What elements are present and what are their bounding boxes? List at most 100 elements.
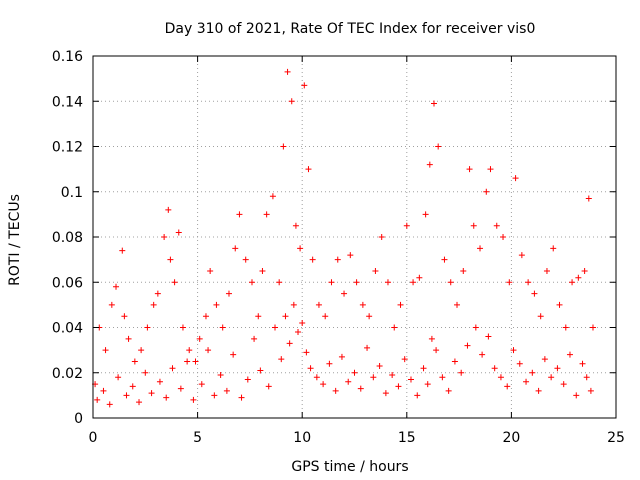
data-point bbox=[290, 301, 297, 308]
data-point bbox=[171, 279, 178, 286]
data-point bbox=[510, 347, 517, 354]
data-point bbox=[265, 383, 272, 390]
data-point bbox=[550, 245, 557, 252]
data-point bbox=[129, 383, 136, 390]
data-point bbox=[213, 301, 220, 308]
data-point bbox=[309, 256, 316, 263]
x-tick-label: 10 bbox=[293, 430, 311, 446]
data-point bbox=[338, 353, 345, 360]
data-point bbox=[451, 358, 458, 365]
data-point bbox=[458, 369, 465, 376]
data-point bbox=[483, 188, 490, 195]
data-point bbox=[123, 392, 130, 399]
data-point bbox=[177, 385, 184, 392]
data-point bbox=[403, 222, 410, 229]
data-point bbox=[257, 367, 264, 374]
data-point bbox=[345, 378, 352, 385]
data-point bbox=[167, 256, 174, 263]
data-point bbox=[581, 267, 588, 274]
data-point bbox=[537, 313, 544, 320]
data-point bbox=[286, 340, 293, 347]
data-point bbox=[491, 365, 498, 372]
y-tick-label: 0.16 bbox=[52, 49, 83, 65]
data-point bbox=[125, 335, 132, 342]
data-point bbox=[410, 279, 417, 286]
data-point bbox=[138, 347, 145, 354]
data-point bbox=[169, 365, 176, 372]
data-point bbox=[232, 245, 239, 252]
data-point bbox=[299, 319, 306, 326]
data-point bbox=[142, 369, 149, 376]
data-point bbox=[525, 279, 532, 286]
y-tick-label: 0.06 bbox=[52, 275, 83, 291]
data-point bbox=[198, 381, 205, 388]
data-point bbox=[583, 374, 590, 381]
data-point bbox=[589, 324, 596, 331]
data-point bbox=[466, 166, 473, 173]
data-point bbox=[435, 143, 442, 150]
data-point bbox=[439, 374, 446, 381]
data-point bbox=[217, 372, 224, 379]
data-point bbox=[428, 335, 435, 342]
data-point bbox=[121, 313, 128, 320]
data-point bbox=[263, 211, 270, 218]
data-point bbox=[579, 360, 586, 367]
data-point bbox=[493, 222, 500, 229]
data-point bbox=[320, 381, 327, 388]
data-point bbox=[523, 378, 530, 385]
data-point bbox=[562, 324, 569, 331]
data-point bbox=[334, 256, 341, 263]
grid-lines bbox=[93, 56, 616, 418]
data-point bbox=[376, 362, 383, 369]
data-point bbox=[370, 374, 377, 381]
data-point bbox=[504, 383, 511, 390]
data-point bbox=[242, 256, 249, 263]
data-point bbox=[554, 365, 561, 372]
data-point bbox=[447, 279, 454, 286]
data-point bbox=[259, 267, 266, 274]
data-point bbox=[477, 245, 484, 252]
data-point bbox=[372, 267, 379, 274]
data-point bbox=[282, 313, 289, 320]
x-tick-label: 15 bbox=[398, 430, 416, 446]
data-point bbox=[115, 374, 122, 381]
data-point bbox=[426, 161, 433, 168]
data-point bbox=[292, 222, 299, 229]
data-point bbox=[548, 374, 555, 381]
data-point bbox=[454, 301, 461, 308]
data-point bbox=[278, 356, 285, 363]
data-point bbox=[269, 193, 276, 200]
data-point bbox=[190, 396, 197, 403]
data-point bbox=[196, 335, 203, 342]
data-point bbox=[341, 290, 348, 297]
data-point bbox=[150, 301, 157, 308]
data-point bbox=[100, 387, 107, 394]
data-point bbox=[108, 301, 115, 308]
data-point bbox=[165, 206, 172, 213]
data-point bbox=[441, 256, 448, 263]
data-point bbox=[364, 344, 371, 351]
y-tick-label: 0 bbox=[74, 411, 83, 427]
data-point bbox=[416, 274, 423, 281]
data-point bbox=[94, 396, 101, 403]
data-point bbox=[136, 399, 143, 406]
x-tick-label: 20 bbox=[502, 430, 520, 446]
data-point bbox=[397, 301, 404, 308]
data-point bbox=[351, 369, 358, 376]
y-axis-label: ROTI / TECUs bbox=[7, 194, 23, 286]
chart-title: Day 310 of 2021, Rate Of TEC Index for r… bbox=[165, 21, 536, 37]
data-point bbox=[487, 166, 494, 173]
data-point bbox=[119, 247, 126, 254]
data-point bbox=[332, 387, 339, 394]
data-point bbox=[366, 313, 373, 320]
data-point bbox=[156, 378, 163, 385]
data-point bbox=[280, 143, 287, 150]
data-points bbox=[92, 68, 596, 408]
data-point bbox=[506, 279, 513, 286]
data-point bbox=[433, 347, 440, 354]
data-point bbox=[445, 387, 452, 394]
data-point bbox=[202, 313, 209, 320]
data-point bbox=[529, 369, 536, 376]
data-point bbox=[328, 279, 335, 286]
